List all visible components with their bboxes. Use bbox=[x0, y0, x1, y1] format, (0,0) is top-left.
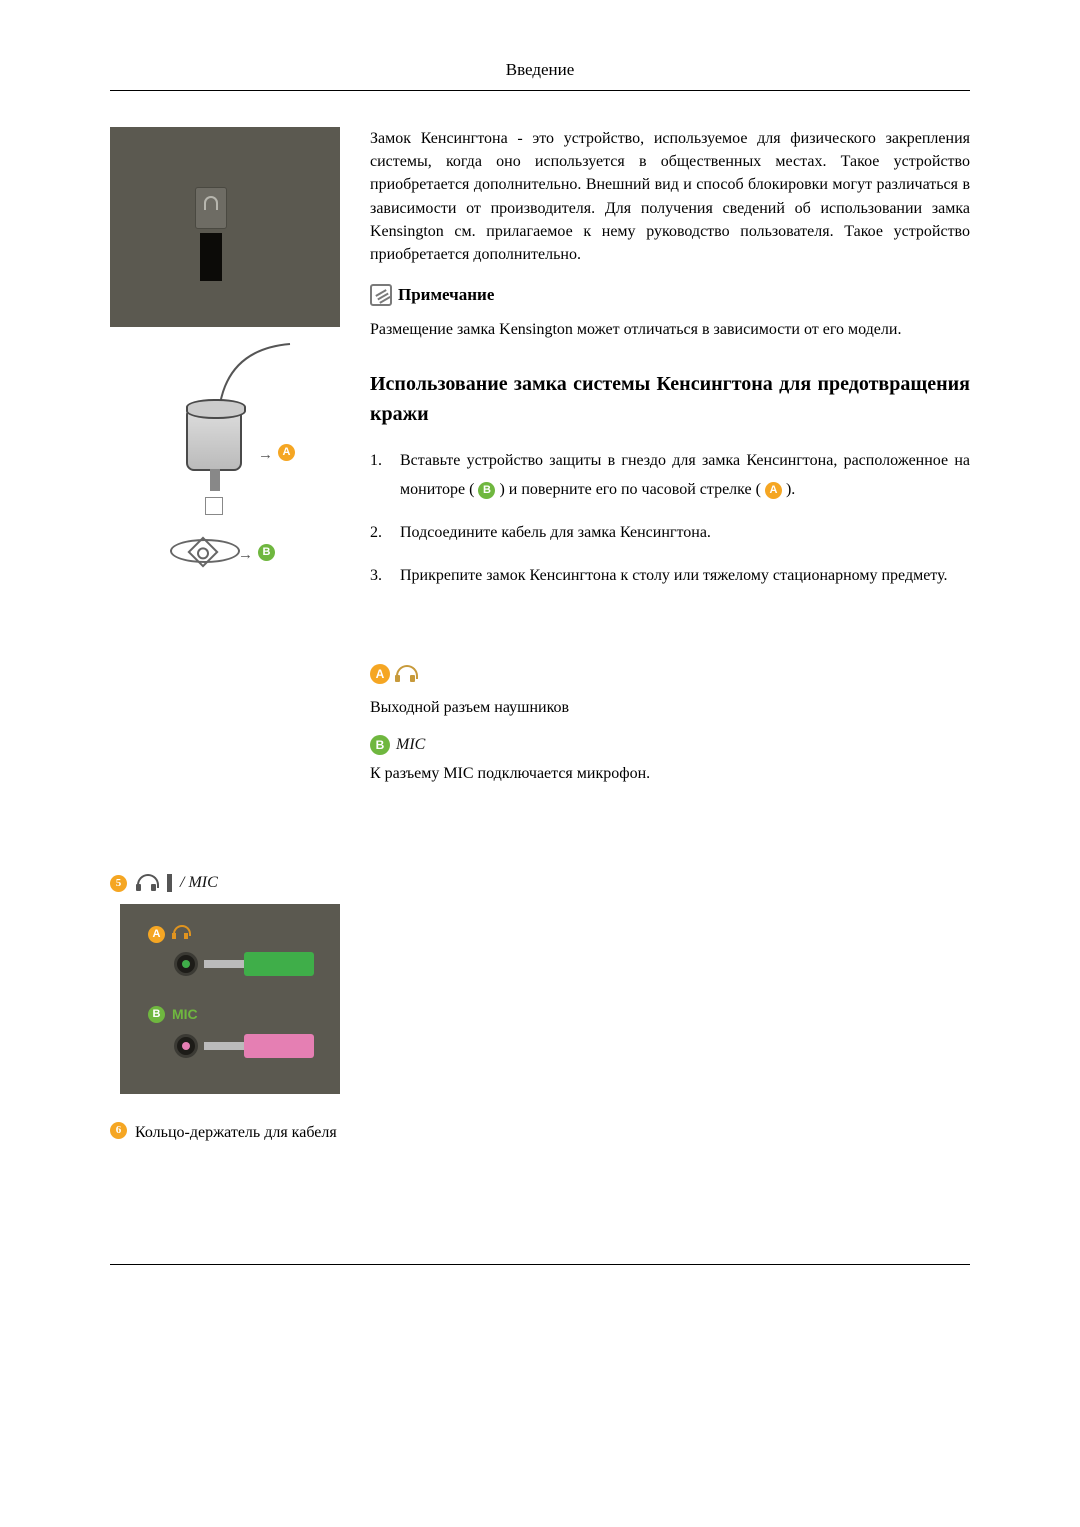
arrow-a-icon: → bbox=[258, 447, 273, 464]
step-2-text: Подсоедините кабель для замка Кенсингтон… bbox=[400, 519, 970, 548]
audio-b-label: MIC bbox=[396, 736, 425, 754]
note-text: Размещение замка Kensington может отлича… bbox=[370, 318, 970, 341]
note-icon bbox=[370, 284, 392, 306]
kensington-slot-shadow bbox=[200, 233, 222, 281]
headphone-icon bbox=[135, 872, 157, 894]
left-column: → A → B 5 / MIC A B MIC bbox=[110, 127, 340, 1144]
kensington-intro: Замок Кенсингтона - это устройство, испо… bbox=[370, 127, 970, 266]
note-title: Примечание bbox=[398, 285, 494, 305]
panel-badge-a: A bbox=[148, 926, 165, 943]
headphone-gold-icon bbox=[394, 663, 416, 685]
arrow-b-icon: → bbox=[238, 547, 253, 564]
green-plug-tip bbox=[204, 960, 244, 968]
step-1-text: Вставьте устройство защиты в гнездо для … bbox=[400, 447, 970, 505]
step-2: 2. Подсоедините кабель для замка Кенсинг… bbox=[370, 519, 970, 548]
kensington-illustration: → A → B bbox=[110, 127, 340, 582]
pink-plug-tip bbox=[204, 1042, 244, 1050]
kensington-heading: Использование замка системы Кенсингтона … bbox=[370, 369, 970, 429]
note-heading: Примечание bbox=[370, 284, 970, 306]
audio-a-row: A bbox=[370, 663, 970, 685]
inline-badge-b: B bbox=[478, 482, 495, 499]
audio-panel-illustration: A B MIC bbox=[120, 904, 340, 1094]
step-1-num: 1. bbox=[370, 447, 400, 505]
audio-b-text: К разъему MIC подключается микрофон. bbox=[370, 765, 970, 783]
badge-5: 5 bbox=[110, 875, 127, 892]
inline-badge-a: A bbox=[765, 482, 782, 499]
headphone-port bbox=[174, 952, 198, 976]
badge-b-illustration: B bbox=[258, 544, 275, 561]
mic-plug-icon bbox=[167, 874, 172, 892]
panel-mic-text: MIC bbox=[172, 1006, 198, 1022]
kensington-connector bbox=[205, 497, 223, 515]
audio-badge-a: A bbox=[370, 664, 390, 684]
step-1-c: ). bbox=[786, 481, 795, 498]
section5-left-header: 5 / MIC bbox=[110, 872, 340, 894]
step-1: 1. Вставьте устройство защиты в гнездо д… bbox=[370, 447, 970, 505]
audio-b-row: B MIC bbox=[370, 735, 970, 755]
step-1-b: ) и поверните его по часовой стрелке ( bbox=[499, 481, 761, 498]
kensington-slot-plate bbox=[195, 187, 227, 229]
badge-6: 6 bbox=[110, 1122, 127, 1139]
step-3-text: Прикрепите замок Кенсингтона к столу или… bbox=[400, 562, 970, 591]
badge-a-illustration: A bbox=[278, 444, 295, 461]
step-3: 3. Прикрепите замок Кенсингтона к столу … bbox=[370, 562, 970, 591]
section6-text: Кольцо-держатель для кабеля bbox=[135, 1122, 340, 1144]
step-3-num: 3. bbox=[370, 562, 400, 591]
step-2-num: 2. bbox=[370, 519, 400, 548]
panel-headphone-icon bbox=[172, 924, 190, 942]
pink-plug bbox=[244, 1034, 314, 1058]
kensington-lock-cylinder bbox=[186, 407, 242, 471]
header-title: Введение bbox=[506, 60, 575, 79]
green-plug bbox=[244, 952, 314, 976]
audio-a-text: Выходной разъем наушников bbox=[370, 699, 970, 717]
mic-port bbox=[174, 1034, 198, 1058]
section6: 6 Кольцо-держатель для кабеля bbox=[110, 1122, 340, 1144]
audio-badge-b: B bbox=[370, 735, 390, 755]
right-column: Замок Кенсингтона - это устройство, испо… bbox=[370, 127, 970, 1144]
panel-badge-b: B bbox=[148, 1006, 165, 1023]
footer-divider bbox=[110, 1264, 970, 1265]
page-header: Введение bbox=[110, 60, 970, 91]
mic-label: / MIC bbox=[180, 874, 218, 892]
steps-list: 1. Вставьте устройство защиты в гнездо д… bbox=[370, 447, 970, 590]
